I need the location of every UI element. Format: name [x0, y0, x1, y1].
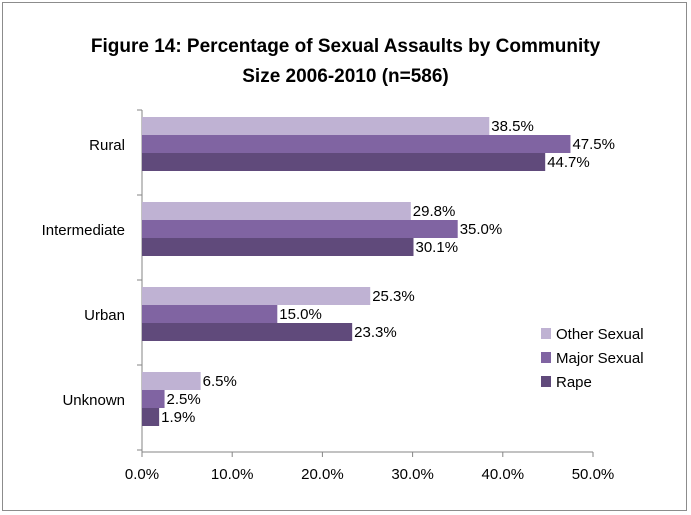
- x-tick-label: 10.0%: [211, 466, 254, 483]
- bar: [142, 287, 371, 305]
- legend-label: Rape: [556, 374, 592, 391]
- bar: [142, 372, 201, 390]
- data-label: 35.0%: [460, 221, 503, 238]
- data-label: 30.1%: [416, 239, 459, 256]
- bar: [142, 323, 353, 341]
- legend-swatch: [541, 328, 551, 339]
- legend-swatch: [541, 352, 551, 363]
- data-label: 25.3%: [372, 288, 415, 305]
- legend-swatch: [541, 376, 551, 387]
- bar: [142, 202, 411, 220]
- bar: [142, 408, 160, 426]
- data-label: 47.5%: [572, 136, 615, 153]
- category-label: Rural: [89, 137, 125, 154]
- chart-title: Figure 14: Percentage of Sexual Assaults…: [0, 32, 691, 92]
- x-tick-label: 30.0%: [391, 466, 434, 483]
- data-label: 1.9%: [161, 409, 195, 426]
- data-label: 38.5%: [491, 118, 534, 135]
- chart-title-line-2: Size 2006-2010 (n=586): [242, 66, 449, 87]
- data-label: 15.0%: [279, 306, 322, 323]
- bar: [142, 117, 490, 135]
- legend-label: Major Sexual: [556, 350, 644, 367]
- x-tick-label: 0.0%: [125, 466, 159, 483]
- category-label: Urban: [84, 307, 125, 324]
- x-tick-label: 20.0%: [301, 466, 344, 483]
- bar: [142, 238, 414, 256]
- category-label: Intermediate: [42, 222, 125, 239]
- bar: [142, 220, 458, 238]
- bar: [142, 305, 278, 323]
- data-label: 6.5%: [203, 373, 237, 390]
- bar: [142, 390, 165, 408]
- data-label: 2.5%: [167, 391, 201, 408]
- data-label: 23.3%: [354, 324, 397, 341]
- bar: [142, 135, 571, 153]
- x-tick-label: 40.0%: [482, 466, 525, 483]
- data-label: 44.7%: [547, 154, 590, 171]
- x-tick-label: 50.0%: [572, 466, 615, 483]
- bar: [142, 153, 546, 171]
- chart-frame: [2, 2, 687, 511]
- chart-title-line-1: Figure 14: Percentage of Sexual Assaults…: [90, 36, 601, 57]
- legend-label: Other Sexual: [556, 326, 644, 343]
- category-label: Unknown: [62, 392, 125, 409]
- data-label: 29.8%: [413, 203, 456, 220]
